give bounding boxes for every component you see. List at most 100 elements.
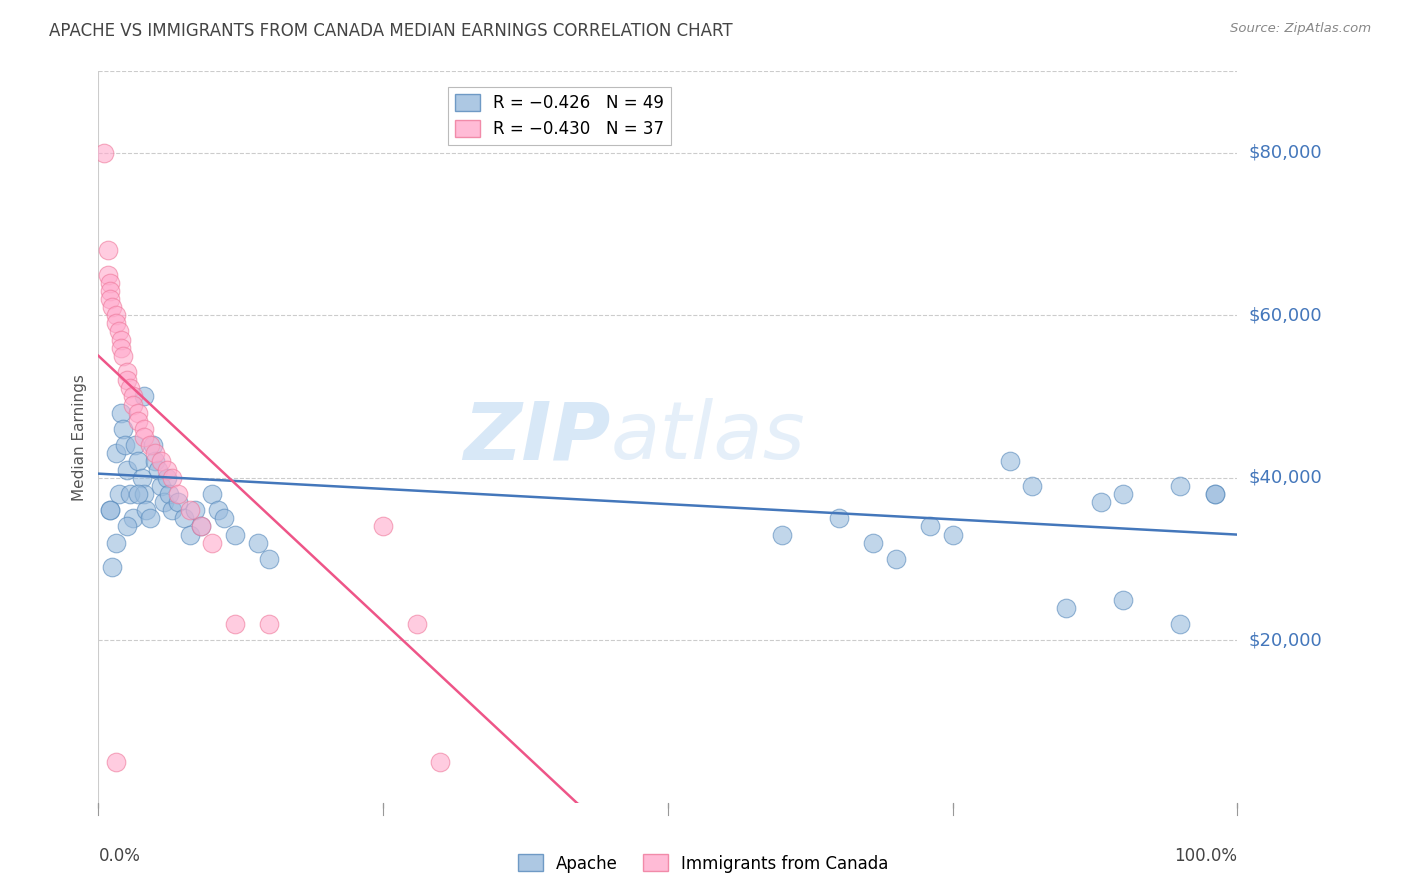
Point: [259, 552, 281, 566]
Point: [98, 284, 121, 298]
Text: atlas: atlas: [612, 398, 806, 476]
Point: [135, 503, 157, 517]
Point: [96, 268, 118, 282]
Point: [124, 438, 146, 452]
Point: [828, 511, 851, 525]
Point: [114, 438, 136, 452]
Point: [167, 487, 190, 501]
Point: [132, 422, 155, 436]
Point: [142, 438, 165, 452]
Point: [406, 617, 429, 632]
Text: $20,000: $20,000: [1249, 632, 1322, 649]
Point: [179, 527, 201, 541]
Point: [259, 617, 281, 632]
Point: [115, 365, 138, 379]
Point: [884, 552, 907, 566]
Point: [162, 471, 184, 485]
Text: 100.0%: 100.0%: [1174, 847, 1237, 864]
Text: $60,000: $60,000: [1249, 306, 1322, 324]
Point: [115, 373, 138, 387]
Point: [121, 389, 143, 403]
Point: [104, 446, 127, 460]
Point: [112, 422, 135, 436]
Point: [121, 398, 143, 412]
Point: [101, 560, 124, 574]
Point: [1112, 592, 1135, 607]
Point: [429, 755, 451, 769]
Point: [1204, 487, 1226, 501]
Point: [120, 487, 142, 501]
Point: [146, 462, 169, 476]
Point: [127, 487, 149, 501]
Point: [138, 511, 160, 525]
Point: [1204, 487, 1226, 501]
Text: Source: ZipAtlas.com: Source: ZipAtlas.com: [1230, 22, 1371, 36]
Point: [145, 446, 167, 460]
Point: [98, 503, 121, 517]
Point: [157, 487, 180, 501]
Point: [132, 389, 155, 403]
Point: [108, 487, 131, 501]
Point: [173, 511, 195, 525]
Point: [153, 495, 176, 509]
Point: [1056, 600, 1078, 615]
Text: $80,000: $80,000: [1249, 144, 1322, 161]
Point: [224, 527, 246, 541]
Point: [1090, 495, 1112, 509]
Point: [131, 471, 153, 485]
Point: [120, 381, 142, 395]
Point: [127, 454, 149, 468]
Point: [179, 503, 201, 517]
Point: [1112, 487, 1135, 501]
Point: [207, 503, 229, 517]
Point: [108, 325, 131, 339]
Point: [156, 462, 179, 476]
Text: APACHE VS IMMIGRANTS FROM CANADA MEDIAN EARNINGS CORRELATION CHART: APACHE VS IMMIGRANTS FROM CANADA MEDIAN …: [49, 22, 733, 40]
Point: [918, 519, 941, 533]
Point: [132, 487, 155, 501]
Point: [150, 454, 173, 468]
Point: [167, 495, 190, 509]
Point: [224, 617, 246, 632]
Point: [93, 145, 115, 160]
Point: [1170, 479, 1192, 493]
Point: [110, 341, 132, 355]
Point: [1170, 617, 1192, 632]
Point: [190, 519, 212, 533]
Point: [96, 243, 118, 257]
Point: [127, 406, 149, 420]
Point: [184, 503, 207, 517]
Text: $40,000: $40,000: [1249, 468, 1322, 487]
Point: [104, 755, 127, 769]
Point: [138, 438, 160, 452]
Point: [212, 511, 235, 525]
Point: [770, 527, 793, 541]
Point: [98, 292, 121, 306]
Point: [201, 535, 224, 549]
Legend: Apache, Immigrants from Canada: Apache, Immigrants from Canada: [510, 847, 896, 880]
Text: 0.0%: 0.0%: [98, 847, 141, 864]
Point: [104, 535, 127, 549]
Text: ZIP: ZIP: [464, 398, 612, 476]
Point: [112, 349, 135, 363]
Point: [862, 535, 884, 549]
Point: [98, 503, 121, 517]
Point: [104, 308, 127, 322]
Point: [145, 454, 167, 468]
Point: [115, 519, 138, 533]
Point: [371, 519, 394, 533]
Point: [998, 454, 1021, 468]
Point: [150, 479, 173, 493]
Point: [127, 414, 149, 428]
Point: [190, 519, 212, 533]
Point: [101, 300, 124, 314]
Point: [110, 406, 132, 420]
Point: [115, 462, 138, 476]
Point: [132, 430, 155, 444]
Point: [98, 276, 121, 290]
Point: [104, 316, 127, 330]
Point: [162, 503, 184, 517]
Point: [246, 535, 269, 549]
Point: [121, 511, 143, 525]
Legend: R = −0.426   N = 49, R = −0.430   N = 37: R = −0.426 N = 49, R = −0.430 N = 37: [449, 87, 671, 145]
